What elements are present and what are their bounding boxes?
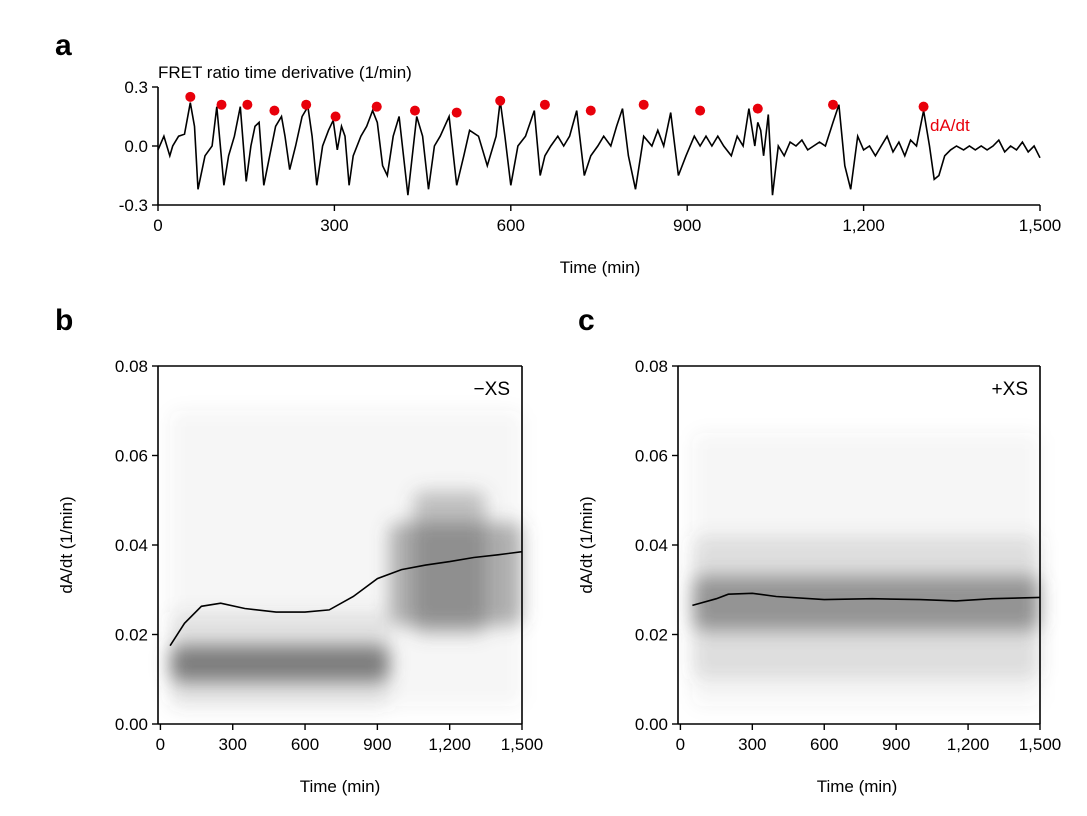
panel-a-peak-point [539, 99, 550, 110]
panel-c-y-tick-label: 0.08 [635, 357, 668, 376]
panel-b-x-tick-label: 0 [156, 735, 165, 754]
panel-c-x-tick-label: 1,200 [947, 735, 990, 754]
panel-a-peak-point [330, 111, 341, 122]
panel-a-peak-point [185, 91, 196, 102]
panel-a-xlabel: Time (min) [560, 258, 641, 277]
panel-a-x-tick-label: 600 [497, 216, 525, 235]
panel-a-peak-point [242, 99, 253, 110]
panel-letter-c: c [578, 304, 595, 337]
panel-a-peak-point [409, 105, 420, 116]
panel-b-ylabel: dA/dt (1/min) [57, 496, 76, 593]
panel-c-y-tick-label: 0.06 [635, 447, 668, 466]
panel-b-density-blob-4 [170, 410, 522, 707]
panel-a-x-tick-label: 1,500 [1019, 216, 1062, 235]
panel-a-title: FRET ratio time derivative (1/min) [158, 63, 412, 82]
panel-c-xlabel: Time (min) [817, 777, 898, 796]
panel-b-y-tick-label: 0.00 [115, 715, 148, 734]
panel-a-peak-point [585, 105, 596, 116]
panel-c-x-tick-label: 900 [882, 735, 910, 754]
panel-c-ylabel: dA/dt (1/min) [577, 496, 596, 593]
peak-annotation: dA/dt [930, 116, 970, 135]
panel-c-mean-line [692, 592, 1041, 607]
panel-b-x-tick-label: 1,200 [428, 735, 471, 754]
panel-a-peak-point [695, 105, 706, 116]
panel-c-y-tick-label: 0.04 [635, 536, 668, 555]
panel-a-y-tick-label: -0.3 [119, 196, 148, 215]
panel-a-y-tick-label: 0.3 [124, 78, 148, 97]
panel-letter-a: a [55, 29, 72, 62]
panel-b-y-tick-label: 0.06 [115, 447, 148, 466]
panel-b-x-tick-label: 600 [291, 735, 319, 754]
panel-a-peak-point [918, 101, 929, 112]
panel-b-y-tick-label: 0.02 [115, 626, 148, 645]
panel-c-x-tick-label: 600 [810, 735, 838, 754]
panel-c-density-blob-2 [692, 433, 1040, 707]
panel-b-xlabel: Time (min) [300, 777, 381, 796]
panel-c-x-tick-label: 0 [676, 735, 685, 754]
panel-b-mean-line [169, 550, 523, 647]
panel-a-peak-point [752, 103, 763, 114]
panel-a-x-tick-label: 1,200 [842, 216, 885, 235]
panel-c-x-tick-label: 300 [738, 735, 766, 754]
panel-a-peak-point [216, 99, 227, 110]
panel-b-x-tick-label: 900 [363, 735, 391, 754]
panel-a-peak-point [301, 99, 312, 110]
panel-a-x-tick-label: 900 [673, 216, 701, 235]
panel-a-peak-point [495, 95, 506, 106]
panel-a-trace-line [157, 100, 1041, 196]
panel-b-tag: −XS [474, 379, 510, 400]
panel-a-peak-point [269, 105, 280, 116]
panel-a-x-tick-label: 0 [153, 216, 162, 235]
panel-c-chart: 0 300 600 900 1,200 1,500 0.00 0.02 0.04 0.06 0.08… [577, 357, 1061, 796]
panel-b-chart: 0 300 600 900 1,200 1,500 0.00 0.02 0.04 0.06 0.08… [57, 357, 543, 796]
panel-a-peak-point [638, 99, 649, 110]
panel-a-x-tick-label: 300 [320, 216, 348, 235]
panel-c-x-tick-label: 1,500 [1019, 735, 1062, 754]
panel-c-tag: +XS [992, 379, 1028, 400]
panel-c-y-tick-label: 0.02 [635, 626, 668, 645]
panel-b-x-tick-label: 300 [219, 735, 247, 754]
panel-b-y-tick-label: 0.04 [115, 536, 148, 555]
panel-a-chart: FRET ratio time derivative (1/min) 0 300 6… [119, 63, 1062, 277]
panel-a-peak-point [371, 101, 382, 112]
panel-letter-b: b [55, 304, 73, 337]
panel-a-y-tick-label: 0.0 [124, 137, 148, 156]
panel-a-peak-point [828, 99, 839, 110]
panel-c-y-tick-label: 0.00 [635, 715, 668, 734]
panel-a-peak-point [451, 107, 462, 118]
panel-b-x-tick-label: 1,500 [501, 735, 544, 754]
panel-b-y-tick-label: 0.08 [115, 357, 148, 376]
